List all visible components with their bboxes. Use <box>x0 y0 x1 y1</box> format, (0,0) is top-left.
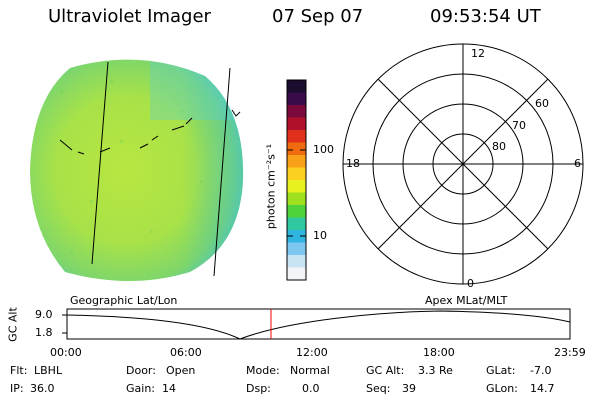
colorbar-segment <box>287 130 306 143</box>
colorbar-tick-100: 100 <box>313 143 334 156</box>
altitude-plot-frame <box>66 308 571 340</box>
colorbar-segment <box>287 255 306 268</box>
colorbar-frame <box>286 79 307 281</box>
gain-value: 14 <box>162 382 176 395</box>
ip-label: IP: <box>10 382 24 395</box>
tick-mark <box>231 109 241 117</box>
x-tick-2359: 23:59 <box>554 346 586 359</box>
colorbar-segment <box>287 105 306 118</box>
seq-label: Seq: <box>366 382 391 395</box>
geo-latlon-label: Geographic Lat/Lon <box>70 294 178 307</box>
y-tick-9: 9.0 <box>35 308 53 321</box>
lat-label-70: 70 <box>512 119 526 132</box>
dsp-value: 0.0 <box>302 382 320 395</box>
colorbar-ticks <box>287 149 306 237</box>
colorbar-segment <box>287 217 306 231</box>
x-tick-0000: 00:00 <box>50 346 82 359</box>
time-label: 09:53:54 UT <box>430 6 541 27</box>
y-tick-1-8: 1.8 <box>35 326 53 339</box>
glat-value: -7.0 <box>530 364 552 377</box>
x-tick-1800: 18:00 <box>423 346 455 359</box>
polar-grid <box>342 43 584 285</box>
colorbar-segment <box>287 230 306 243</box>
door-value: Open <box>166 364 196 377</box>
mode-value: Normal <box>290 364 330 377</box>
colorbar-tick-10: 10 <box>313 229 327 242</box>
altitude-plot <box>62 308 571 340</box>
gain-label: Gain: <box>126 382 155 395</box>
colorbar-unit-label: photon cm⁻²s⁻¹ <box>264 143 278 230</box>
gc-alt-value: 3.3 Re <box>418 364 453 377</box>
x-tick-1200: 12:00 <box>296 346 328 359</box>
mode-label: Mode: <box>246 364 280 377</box>
meridian-line <box>91 61 109 265</box>
lat-label-80: 80 <box>492 140 506 153</box>
colorbar-segment <box>287 180 306 193</box>
colorbar-segment <box>287 80 306 93</box>
colorbar-segment <box>287 155 306 168</box>
seq-value: 39 <box>402 382 416 395</box>
colorbar-segment <box>287 267 306 281</box>
colorbar-segment <box>287 117 306 131</box>
meridian-line <box>213 67 231 277</box>
lat-label-60: 60 <box>535 97 549 110</box>
uv-image <box>30 59 244 281</box>
flt-label: Flt: <box>10 364 28 377</box>
x-tick-0600: 06:00 <box>170 346 202 359</box>
altitude-curve <box>66 310 571 340</box>
gc-alt-label: GC Alt: <box>366 364 405 377</box>
mlt-label-12: 12 <box>471 47 485 60</box>
flt-value: LBHL <box>34 364 63 377</box>
date-label: 07 Sep 07 <box>272 6 364 27</box>
glon-value: 14.7 <box>530 382 555 395</box>
door-label: Door: <box>126 364 156 377</box>
colorbar-segment <box>287 92 306 106</box>
mlt-label-0: 0 <box>467 277 474 290</box>
glat-label: GLat: <box>486 364 516 377</box>
mlt-label-18: 18 <box>346 157 360 170</box>
colorbar-segment <box>287 242 306 256</box>
mlt-diagonal <box>377 78 549 250</box>
gc-alt-axis-label: GC Alt <box>6 307 20 342</box>
glon-label: GLon: <box>486 382 518 395</box>
apex-mlat-label: Apex MLat/MLT <box>425 294 508 307</box>
colorbar-segment <box>287 142 306 156</box>
ip-value: 36.0 <box>30 382 55 395</box>
dsp-label: Dsp: <box>246 382 271 395</box>
colorbar-segment <box>287 192 306 206</box>
colorbar-segment <box>287 205 306 218</box>
app-title: Ultraviolet Imager <box>48 6 211 27</box>
latitude-line <box>59 117 193 155</box>
mlt-label-6: 6 <box>574 157 581 170</box>
colorbar <box>286 79 307 281</box>
colorbar-segment <box>287 167 306 181</box>
